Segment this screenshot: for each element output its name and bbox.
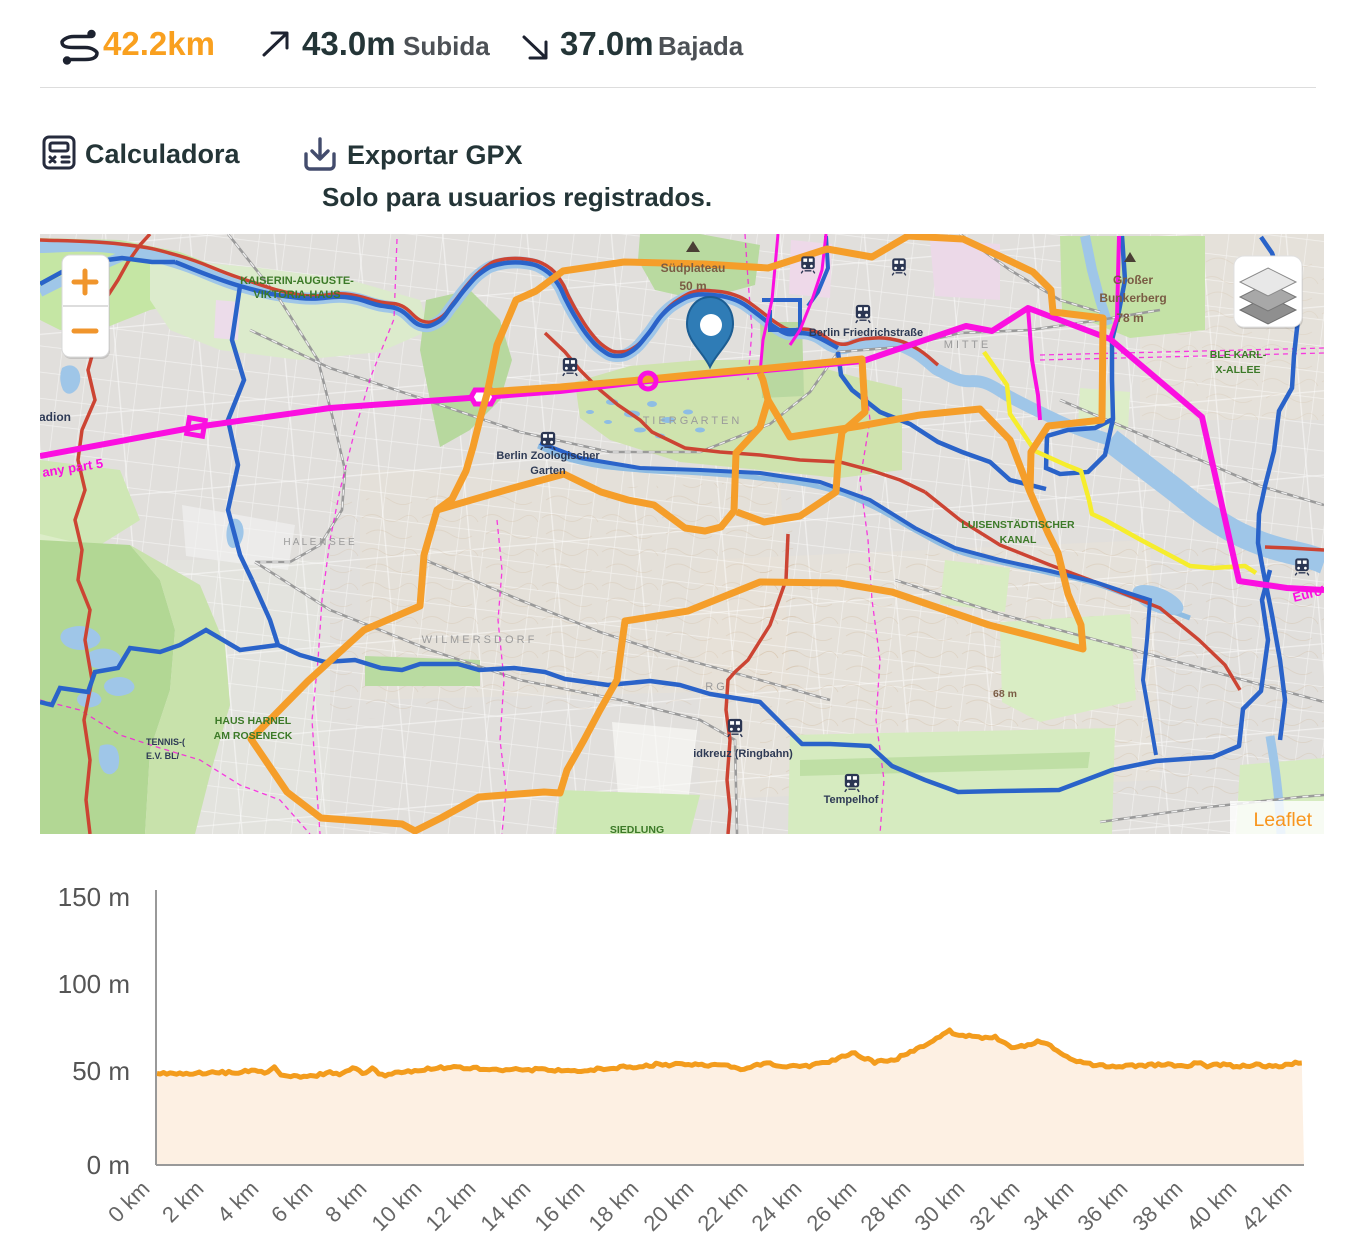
svg-text:X-ALLEE: X-ALLEE [1216,364,1261,376]
svg-text:43.0m: 43.0m [302,25,396,62]
svg-text:150 m: 150 m [58,882,130,912]
svg-text:Südplateau: Südplateau [661,261,726,275]
svg-text:22 km: 22 km [692,1176,752,1236]
svg-text:Tempelhof: Tempelhof [824,794,879,806]
svg-text:Berlin Friedrichstraße: Berlin Friedrichstraße [809,327,923,339]
svg-text:26 km: 26 km [801,1176,861,1236]
svg-text:38 km: 38 km [1127,1176,1187,1236]
svg-text:28 km: 28 km [855,1176,915,1236]
svg-text:W I L M E R S D O R F: W I L M E R S D O R F [422,634,535,646]
svg-text:42 km: 42 km [1236,1176,1296,1236]
svg-text:0 km: 0 km [103,1176,154,1227]
svg-text:6 km: 6 km [266,1176,317,1227]
svg-text:20 km: 20 km [638,1176,698,1236]
svg-text:Großer: Großer [1113,273,1153,287]
svg-text:Exportar GPX: Exportar GPX [347,140,523,170]
svg-text:BLE KARL-: BLE KARL- [1210,349,1267,361]
svg-text:Bajada: Bajada [658,31,744,61]
svg-text:10 km: 10 km [366,1176,426,1236]
svg-text:4 km: 4 km [212,1176,263,1227]
svg-text:Subida: Subida [403,31,490,61]
svg-text:T I E R G A R T E N: T I E R G A R T E N [643,415,740,427]
svg-text:42.2km: 42.2km [103,25,215,62]
svg-text:36 km: 36 km [1072,1176,1132,1236]
svg-text:68 m: 68 m [993,688,1017,700]
svg-text:Bunkerberg: Bunkerberg [1099,291,1166,305]
svg-text:0 m: 0 m [87,1150,130,1180]
svg-text:KANAL: KANAL [1000,534,1037,546]
svg-text:78 m: 78 m [1116,311,1143,325]
svg-text:16 km: 16 km [529,1176,589,1236]
svg-text:SIEDLUNG: SIEDLUNG [610,824,664,834]
svg-text:24 km: 24 km [746,1176,806,1236]
svg-text:TENNIS-(: TENNIS-( [146,737,185,747]
svg-text:50 m: 50 m [72,1056,130,1086]
svg-text:R G: R G [705,681,725,693]
svg-text:VIKTORIA-HAUS: VIKTORIA-HAUS [253,289,340,301]
svg-text:idkreuz (Ringbahn): idkreuz (Ringbahn) [693,748,793,760]
svg-text:E.V. BL/: E.V. BL/ [146,751,180,761]
svg-text:Berlin Zoologischer: Berlin Zoologischer [496,450,600,462]
svg-text:30 km: 30 km [909,1176,969,1236]
svg-text:HAUS HARNEL: HAUS HARNEL [215,715,292,727]
svg-text:34 km: 34 km [1018,1176,1078,1236]
svg-text:50 m: 50 m [679,279,706,293]
svg-text:12 km: 12 km [420,1176,480,1236]
svg-text:adion: adion [40,410,71,424]
svg-text:8 km: 8 km [320,1176,371,1227]
svg-text:32 km: 32 km [964,1176,1024,1236]
svg-text:18 km: 18 km [583,1176,643,1236]
svg-text:H A L E N S E E: H A L E N S E E [283,537,355,548]
svg-text:100 m: 100 m [58,969,130,999]
svg-text:14 km: 14 km [475,1176,535,1236]
svg-text:40 km: 40 km [1181,1176,1241,1236]
svg-text:2 km: 2 km [157,1176,208,1227]
svg-text:LUISENSTÄDTISCHER: LUISENSTÄDTISCHER [961,518,1075,531]
svg-text:Calculadora: Calculadora [85,139,241,169]
svg-text:M I T T E: M I T T E [944,339,988,351]
svg-text:KAISERIN-AUGUSTE-: KAISERIN-AUGUSTE- [240,275,354,287]
svg-text:37.0m: 37.0m [560,25,654,62]
svg-text:Solo para usuarios registrados: Solo para usuarios registrados. [322,182,712,212]
svg-text:Leaflet: Leaflet [1253,809,1312,831]
svg-text:Garten: Garten [530,465,566,477]
svg-text:AM ROSENECK: AM ROSENECK [214,730,293,742]
